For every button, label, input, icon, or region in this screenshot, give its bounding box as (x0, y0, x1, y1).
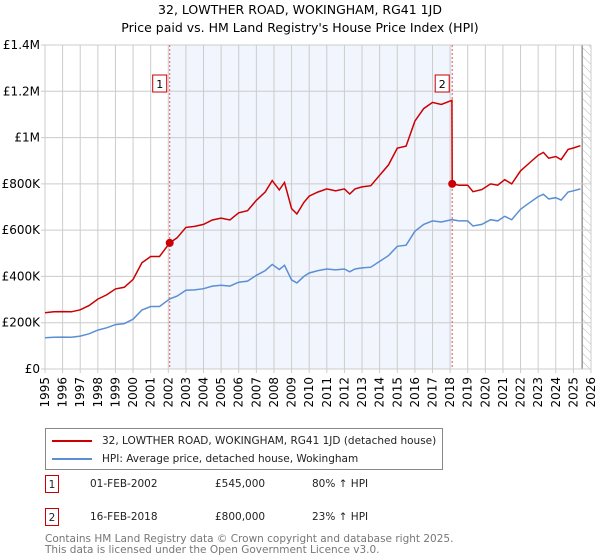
x-tick-label: 2018 (443, 377, 457, 408)
x-tick-label: 1995 (38, 377, 52, 408)
x-tick-label: 2021 (496, 377, 510, 408)
y-tick-label: £200K (2, 316, 42, 330)
y-tick-label: £0 (25, 362, 40, 376)
y-tick-label: £1M (14, 131, 40, 145)
sale-marker-box (434, 74, 450, 93)
sale-row: 2 16-FEB-2018 £800,000 23% ↑ HPI (45, 508, 445, 528)
y-tick-label: £600K (2, 223, 42, 237)
x-tick-label: 2009 (285, 377, 299, 408)
x-tick-label: 2014 (373, 377, 387, 408)
sale-price: £800,000 (215, 511, 266, 523)
hpi-line (44, 188, 581, 339)
chart-title: 32, LOWTHER ROAD, WOKINGHAM, RG41 1JD (158, 2, 442, 17)
legend-item-hpi: HPI: Average price, detached house, Woki… (46, 451, 358, 467)
x-tick-label: 2013 (355, 377, 369, 408)
x-tick-label: 2004 (197, 377, 211, 408)
x-tick-label: 1996 (56, 377, 70, 408)
sale-point (448, 179, 457, 188)
x-tick-label: 2016 (408, 377, 422, 408)
x-tick-label: 2015 (390, 377, 404, 408)
x-tick-label: 2025 (566, 377, 580, 408)
footer-copyright: Contains HM Land Registry data © Crown c… (45, 533, 454, 545)
x-tick-label: 2019 (461, 377, 475, 408)
shaded-ownership-period (169, 45, 453, 369)
sale-date: 01-FEB-2002 (90, 478, 158, 490)
legend-swatch-blue (52, 458, 92, 460)
x-tick-label: 1997 (73, 377, 87, 408)
sale-marker-label: 1 (156, 78, 163, 91)
x-tick-label: 2002 (161, 377, 175, 408)
footer: Contains HM Land Registry data © Crown c… (45, 534, 453, 556)
x-tick-label: 2012 (337, 377, 351, 408)
chart-svg: 32, LOWTHER ROAD, WOKINGHAM, RG41 1JD Pri… (2, 2, 598, 408)
x-tick-label: 2001 (144, 377, 158, 408)
x-tick-label: 1998 (91, 377, 105, 408)
property-price-line (44, 99, 581, 314)
legend-label: 32, LOWTHER ROAD, WOKINGHAM, RG41 1JD (d… (102, 435, 437, 447)
sale-marker-badge: 2 (45, 508, 59, 526)
y-tick-label: £800K (2, 177, 42, 191)
y-tick-label: £1.4M (3, 38, 40, 52)
sale-price: £545,000 (215, 478, 266, 490)
x-tick-label: 2023 (531, 377, 545, 408)
x-tick-label: 2026 (584, 377, 598, 408)
x-tick-label: 2003 (179, 377, 193, 408)
x-tick-label: 2000 (126, 377, 140, 408)
sale-marker-box (152, 74, 168, 93)
x-tick-label: 2007 (249, 377, 263, 408)
y-tick-label: £1.2M (3, 84, 40, 98)
sale-marker-label: 2 (439, 78, 446, 91)
legend: 32, LOWTHER ROAD, WOKINGHAM, RG41 1JD (d… (45, 428, 443, 470)
x-tick-label: 2005 (214, 377, 228, 408)
x-tick-label: 2006 (232, 377, 246, 408)
x-tick-label: 2017 (425, 377, 439, 408)
x-tick-label: 2011 (320, 377, 334, 408)
sale-hpi-change: 80% ↑ HPI (312, 478, 369, 490)
x-tick-label: 2008 (267, 377, 281, 408)
sale-hpi-change: 23% ↑ HPI (312, 511, 369, 523)
sale-row: 1 01-FEB-2002 £545,000 80% ↑ HPI (45, 475, 445, 495)
footer-licence: This data is licensed under the Open Gov… (45, 544, 380, 556)
legend-label: HPI: Average price, detached house, Woki… (102, 453, 359, 465)
legend-swatch-red (52, 440, 92, 442)
x-tick-label: 2022 (514, 377, 528, 408)
x-tick-label: 2024 (549, 377, 563, 408)
chart-subtitle: Price paid vs. HM Land Registry's House … (121, 20, 478, 35)
sale-marker-badge: 1 (45, 475, 59, 493)
x-tick-label: 1999 (108, 377, 122, 408)
x-tick-label: 2010 (302, 377, 316, 408)
forecast-hatch (582, 45, 591, 369)
x-tick-label: 2020 (478, 377, 492, 408)
sale-date: 16-FEB-2018 (90, 511, 158, 523)
y-tick-label: £400K (2, 269, 42, 283)
legend-item-property: 32, LOWTHER ROAD, WOKINGHAM, RG41 1JD (d… (46, 433, 436, 449)
sale-point (165, 238, 174, 247)
